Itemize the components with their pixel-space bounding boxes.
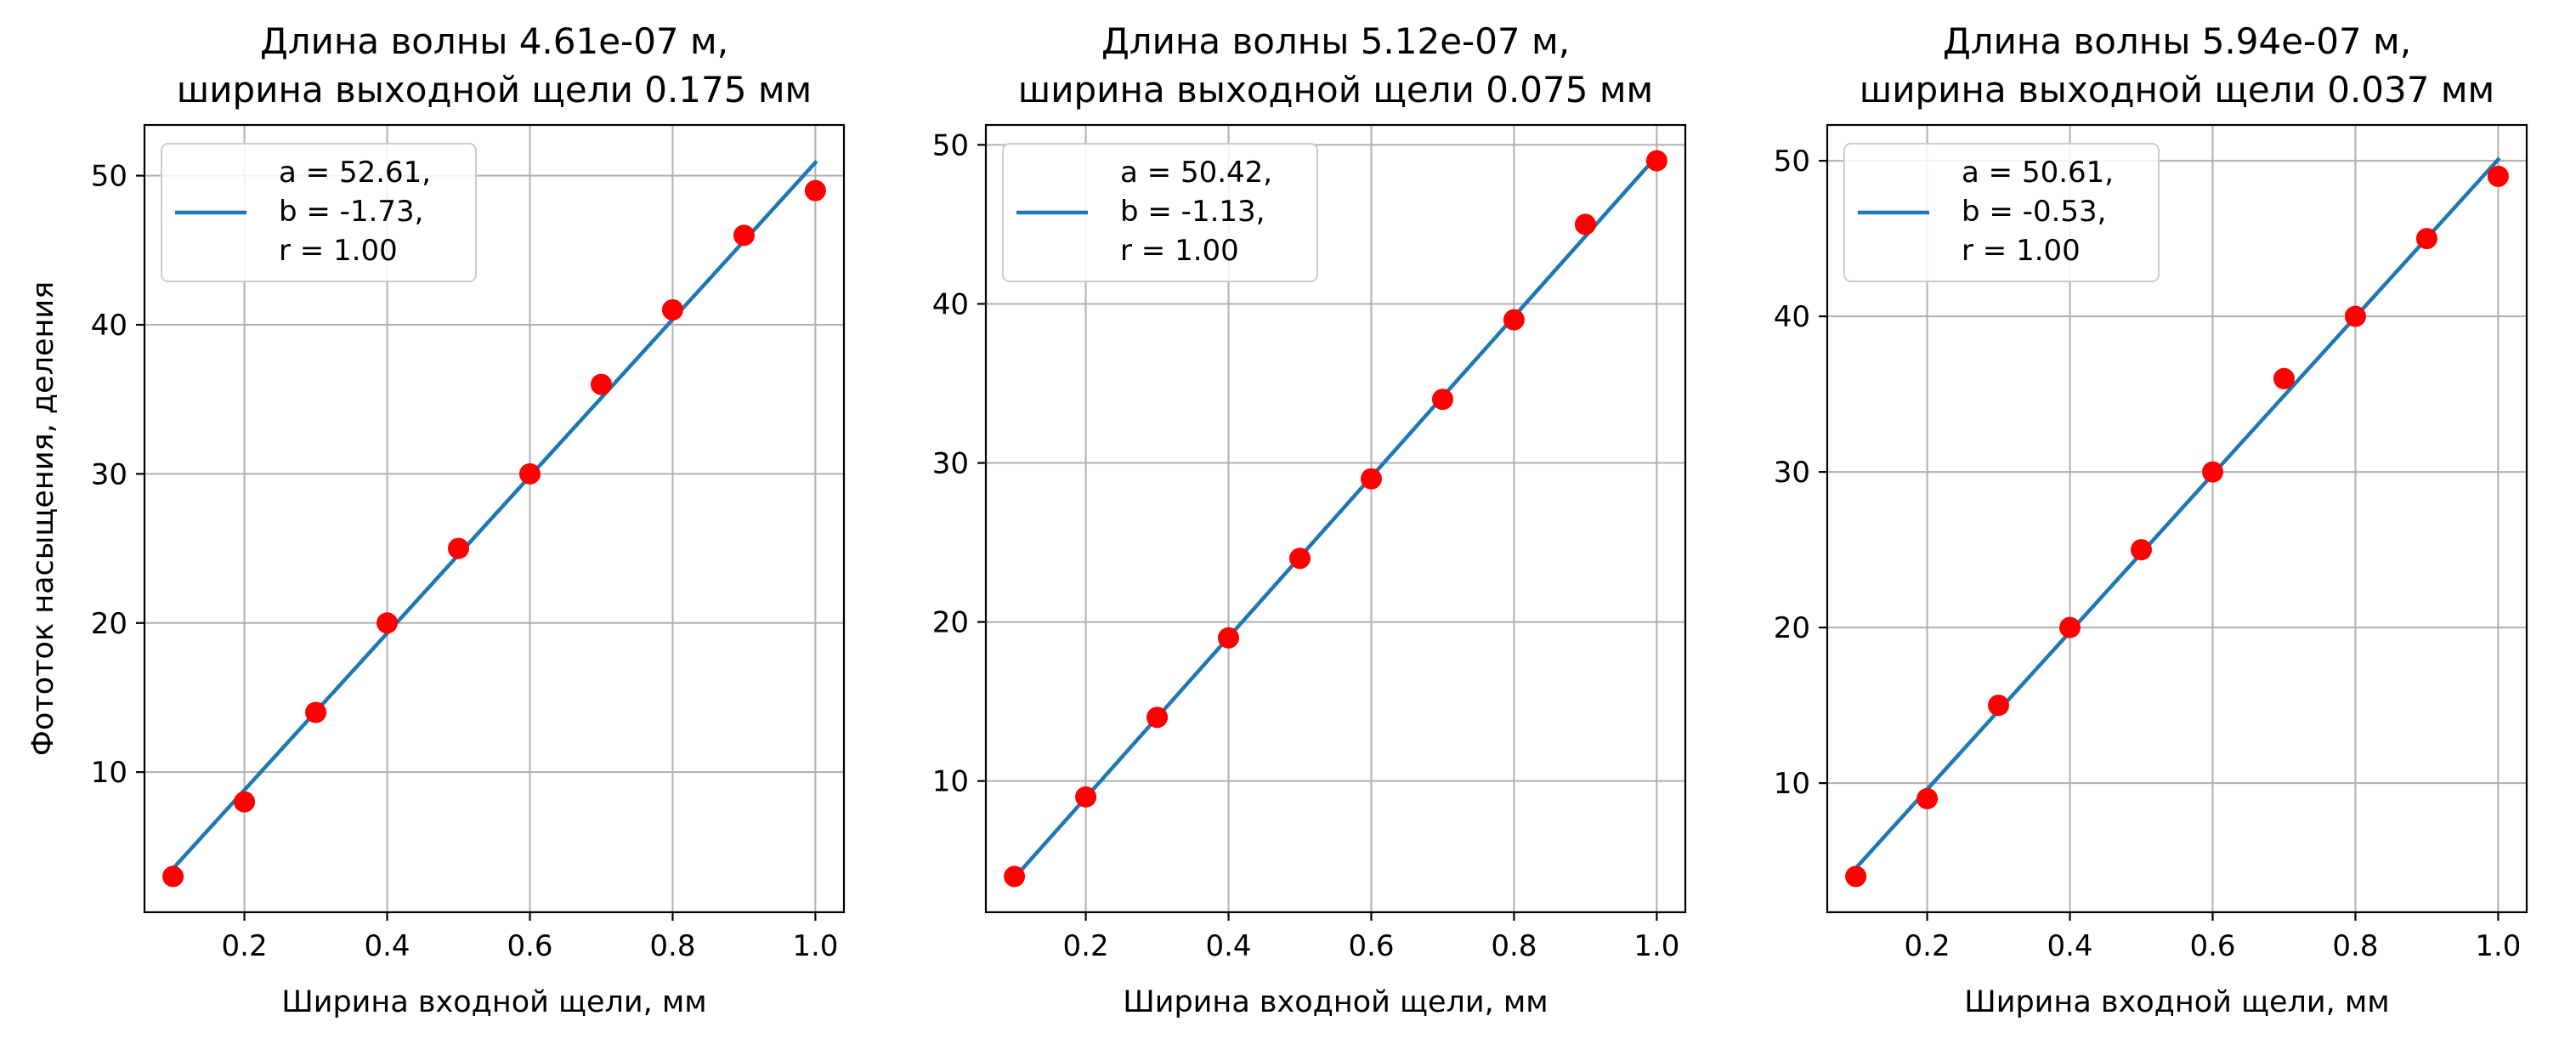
fit-line (1853, 156, 2501, 871)
x-tick-label: 0.2 (222, 929, 268, 963)
data-point (2273, 367, 2295, 389)
x-tick-label: 0.6 (507, 929, 552, 963)
data-point (2344, 305, 2366, 327)
data-point (804, 179, 826, 201)
data-point (2059, 616, 2081, 638)
data-point (1574, 213, 1596, 235)
chart-title: Длина волны 5.94e-07 м, (1943, 20, 2411, 62)
y-tick-label: 10 (1774, 767, 1810, 801)
x-axis-label: Ширина входной щели, мм (1964, 985, 2389, 1019)
data-point (1431, 389, 1453, 411)
x-tick-label: 1.0 (2475, 929, 2521, 963)
x-tick-label: 0.8 (1491, 929, 1537, 963)
legend: a = 52.61, b = -1.73, r = 1.00 (161, 143, 477, 282)
axes-frame (984, 123, 1687, 914)
data-point (1075, 786, 1097, 808)
x-tick-label: 0.6 (1348, 929, 1394, 963)
fit-line (170, 160, 818, 871)
data-point (1360, 468, 1382, 490)
legend-text-line: b = -1.73, (279, 195, 423, 229)
y-tick-label: 10 (932, 765, 969, 799)
x-tick-label: 0.2 (1905, 929, 1950, 963)
y-tick-label: 20 (91, 607, 127, 641)
legend-box (1002, 143, 1318, 282)
axes-frame (1826, 123, 2528, 914)
data-point (1988, 695, 2010, 717)
data-point (1146, 706, 1169, 729)
y-tick-label: 20 (1774, 611, 1810, 645)
legend: a = 50.61, b = -0.53, r = 1.00 (1843, 143, 2160, 282)
data-point (2415, 228, 2437, 250)
data-point (448, 537, 470, 559)
legend-text-line: r = 1.00 (1962, 234, 2081, 268)
x-axis-label: Ширина входной щели, мм (1123, 985, 1548, 1019)
legend-box (1843, 143, 2160, 282)
data-point (1916, 787, 1939, 809)
y-tick-label: 40 (91, 309, 127, 343)
x-tick-label: 0.4 (1205, 929, 1251, 963)
y-tick-label: 30 (1774, 456, 1810, 490)
data-point (1845, 865, 1867, 888)
data-point (1645, 150, 1667, 172)
y-tick-label: 10 (91, 756, 127, 790)
data-point (2131, 539, 2153, 561)
x-axis-label: Ширина входной щели, мм (281, 985, 706, 1019)
legend-text-line: r = 1.00 (279, 234, 398, 268)
y-tick-label: 40 (1774, 300, 1810, 334)
chart-subtitle: ширина выходной щели 0.175 мм (177, 69, 812, 111)
legend-text-line: a = 50.42, (1120, 156, 1272, 190)
data-point (1218, 627, 1240, 649)
fit-line (1011, 153, 1660, 881)
legend-text-line: r = 1.00 (1120, 234, 1239, 268)
chart-panel-3: 0.2 0.4 0.6 0.8 1.0 10 20 30 40 50 Длина волны 5.9… (1774, 20, 2528, 1019)
y-tick-label: 20 (932, 606, 969, 640)
y-tick-label: 30 (91, 457, 127, 491)
axes-frame (143, 123, 846, 914)
data-point (518, 462, 541, 485)
data-point (1289, 548, 1311, 570)
x-tick-label: 0.2 (1063, 929, 1109, 963)
y-tick-label: 50 (91, 160, 127, 194)
legend-text-line: a = 50.61, (1962, 156, 2114, 190)
x-tick-label: 0.4 (2047, 929, 2092, 963)
y-tick-label: 50 (1774, 145, 1810, 179)
y-tick-label: 30 (932, 447, 969, 481)
y-axis-label: Фототок насыщения, деления (26, 281, 60, 756)
x-tick-label: 0.8 (2332, 929, 2378, 963)
legend-text-line: b = -1.13, (1120, 195, 1265, 229)
chart-subtitle: ширина выходной щели 0.037 мм (1860, 69, 2494, 111)
data-point (234, 791, 256, 813)
legend-text-line: a = 52.61, (279, 156, 431, 190)
legend-box (161, 143, 477, 282)
chart-subtitle: ширина выходной щели 0.075 мм (1018, 69, 1653, 111)
data-point (2487, 165, 2509, 187)
data-point (733, 224, 755, 247)
chart-title: Длина волны 4.61e-07 м, (260, 20, 728, 62)
data-point (590, 373, 612, 395)
data-point (1503, 309, 1525, 331)
y-tick-label: 50 (932, 128, 969, 162)
chart-panel-1: 0.2 0.4 0.6 0.8 1.0 10 20 30 40 50 Длина волны 4.6… (26, 20, 846, 1019)
legend: a = 50.42, b = -1.13, r = 1.00 (1002, 143, 1318, 282)
data-point (162, 865, 184, 888)
y-tick-label: 40 (932, 287, 969, 321)
x-tick-label: 1.0 (792, 929, 838, 963)
data-point (661, 298, 683, 321)
data-point (305, 701, 327, 723)
x-tick-label: 0.8 (649, 929, 695, 963)
data-point (376, 612, 399, 634)
chart-title: Длина волны 5.12e-07 м, (1101, 20, 1570, 62)
chart-panel-2: 0.2 0.4 0.6 0.8 1.0 10 20 30 40 50 Длина волны 5.1… (932, 20, 1687, 1019)
x-tick-label: 0.4 (364, 929, 410, 963)
x-tick-label: 1.0 (1633, 929, 1679, 963)
data-point (1004, 865, 1026, 888)
data-point (2201, 461, 2223, 483)
x-tick-label: 0.6 (2189, 929, 2235, 963)
legend-text-line: b = -0.53, (1962, 195, 2106, 229)
